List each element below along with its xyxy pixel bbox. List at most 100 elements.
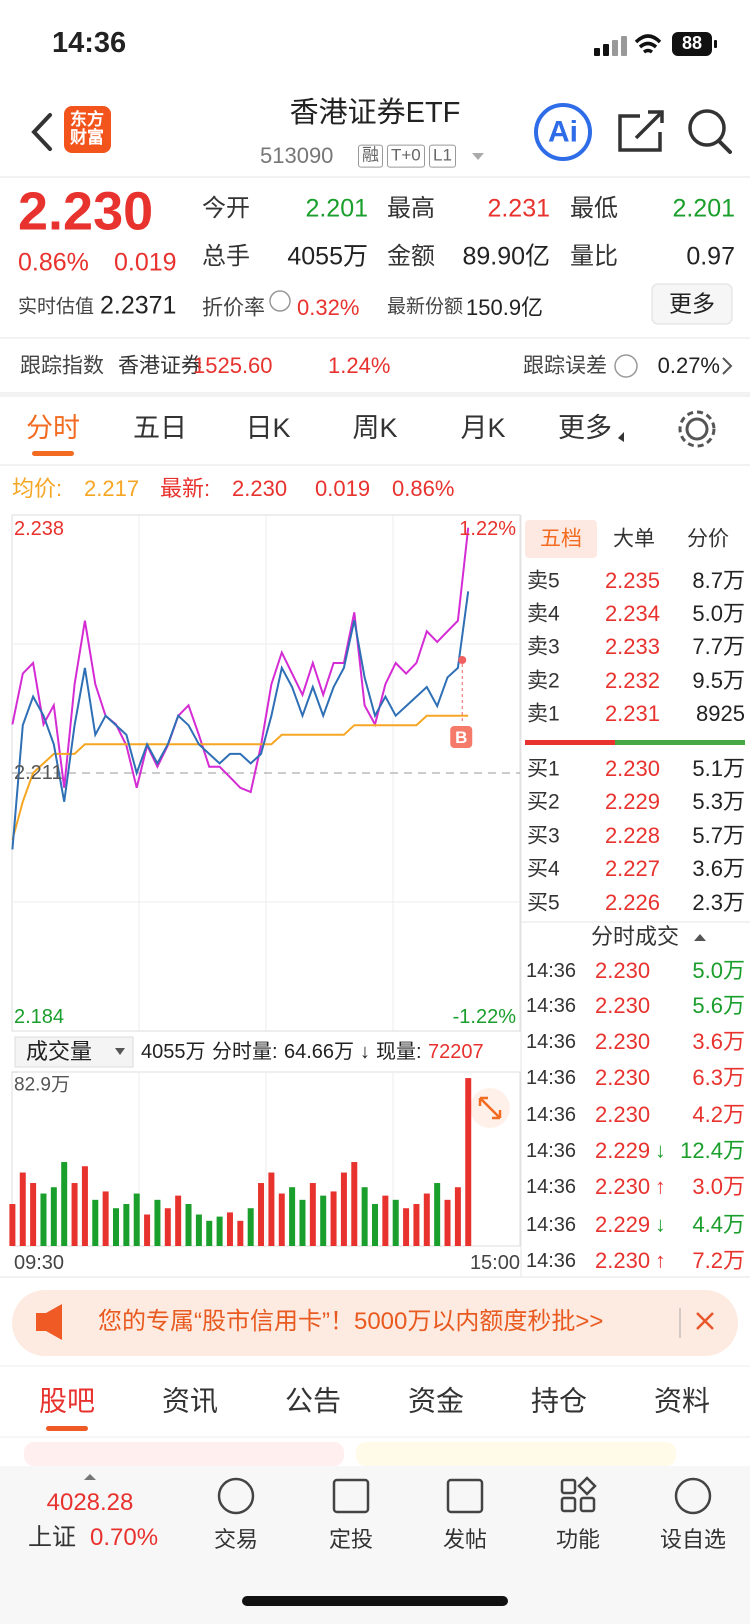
content-tab[interactable]: 资料 [653, 1385, 711, 1417]
volume-bar [237, 1220, 244, 1246]
volume-bar [61, 1162, 68, 1246]
y2-tick-label: -1.22% [452, 1006, 516, 1028]
volume-bar [299, 1199, 306, 1246]
volume-bar [81, 1166, 88, 1246]
volume-bar [226, 1212, 233, 1246]
tab[interactable]: 分时 [26, 413, 80, 444]
tab[interactable]: 月K [460, 413, 506, 444]
nav-item[interactable]: 设自选 [659, 1526, 727, 1552]
level-label: 卖3 [527, 635, 560, 659]
level-volume: 5.3万 [692, 788, 745, 814]
content-tab[interactable]: 股吧 [38, 1385, 96, 1417]
content-tab[interactable]: 公告 [284, 1385, 342, 1417]
trade-volume: 12.4万 [680, 1137, 745, 1163]
tab-underline [32, 451, 74, 456]
nav-item[interactable]: 定投 [328, 1526, 374, 1552]
wifi-icon [634, 34, 662, 54]
dropdown-icon[interactable] [472, 153, 484, 160]
banner[interactable] [12, 1290, 738, 1356]
level-price: 2.226 [604, 889, 660, 915]
volume-stat: 4055万 [141, 1041, 206, 1063]
tab[interactable]: 周K [352, 413, 398, 444]
series-line [11, 527, 470, 794]
battery-icon [672, 32, 712, 56]
trade-volume: 4.2万 [692, 1101, 745, 1127]
index-value: 1525.60 [193, 352, 273, 378]
tag: L1 [429, 144, 456, 168]
volume-selector-label[interactable]: 成交量 [26, 1038, 93, 1064]
level-volume: 5.7万 [692, 822, 745, 848]
level-volume: 3.6万 [692, 855, 745, 881]
trade-price: 2.230 [595, 1028, 651, 1054]
level-volume: 7.7万 [692, 633, 745, 659]
trade-time: 14:36 [526, 995, 577, 1017]
clock: 14:36 [52, 27, 127, 60]
back-icon[interactable] [31, 113, 52, 151]
level-price: 2.232 [604, 667, 660, 693]
volume-bar [133, 1193, 140, 1246]
shares-label: 最新份额 [387, 296, 464, 318]
share-icon[interactable] [618, 110, 664, 152]
volume-bar [102, 1191, 109, 1246]
volume-bar [372, 1204, 378, 1246]
ai-icon[interactable] [534, 103, 592, 161]
orderbook-tab[interactable]: 五档 [540, 527, 582, 551]
tag: T+0 [387, 144, 425, 168]
banner-text[interactable]: 您的专属“股市信用卡”！5000万以内额度秒批>> [98, 1307, 604, 1335]
ai-label[interactable]: Ai [548, 115, 578, 149]
info-icon[interactable] [269, 290, 291, 312]
volume-stat: 现量: [376, 1041, 422, 1063]
volume-bar [330, 1191, 337, 1246]
trade-arrow: ↓ [655, 1139, 666, 1163]
tag: 融 [358, 144, 383, 168]
search-icon[interactable] [688, 109, 726, 147]
battery-level: 88 [681, 33, 703, 54]
nav-index-value[interactable]: 4028.28 [46, 1488, 134, 1516]
tab[interactable]: 日K [245, 413, 291, 444]
more-button[interactable] [651, 283, 733, 325]
level-price: 2.228 [604, 822, 660, 848]
tab[interactable]: 五日 [133, 413, 187, 444]
card [24, 1442, 344, 1466]
field-value: 4055万 [287, 242, 368, 271]
content-tab[interactable]: 持仓 [530, 1385, 588, 1417]
trade-price: 2.230 [595, 1064, 651, 1090]
nav-item[interactable]: 交易 [213, 1526, 259, 1552]
more-label[interactable]: 更多 [669, 290, 715, 317]
level-price: 2.227 [604, 855, 660, 881]
level-volume: 8925 [696, 700, 745, 726]
x-label: 15:00 [469, 1252, 520, 1274]
volume-bar [19, 1172, 26, 1246]
volume-bar [113, 1208, 119, 1246]
volume-bar [195, 1214, 202, 1246]
legend-value: 0.86% [392, 475, 455, 501]
content-tab[interactable]: 资金 [407, 1385, 465, 1417]
volume-bar [413, 1204, 420, 1246]
content-tab[interactable]: 资讯 [161, 1385, 219, 1417]
close-icon[interactable] [696, 1312, 714, 1330]
settings-icon[interactable] [685, 417, 709, 441]
level-volume: 8.7万 [692, 567, 745, 593]
nav-item[interactable]: 功能 [555, 1526, 601, 1552]
level-label: 买4 [527, 857, 560, 881]
trade-volume: 3.0万 [692, 1173, 745, 1199]
legend-label: 最新: [160, 475, 211, 501]
volume-bar [164, 1208, 171, 1246]
volume-bar [268, 1172, 275, 1246]
y-tick-label: 2.238 [14, 518, 65, 540]
nav-item[interactable]: 发帖 [442, 1526, 488, 1552]
trade-volume: 7.2万 [692, 1247, 745, 1273]
volume-bar [71, 1183, 78, 1246]
sort-caret [694, 934, 706, 941]
volume-stat: 72207 [428, 1041, 484, 1063]
help-icon[interactable] [614, 354, 638, 378]
orderbook-tab[interactable]: 分价 [687, 527, 729, 551]
orderbook-tab[interactable]: 大单 [613, 527, 655, 551]
volume-selector[interactable] [14, 1036, 134, 1068]
level-label: 卖1 [527, 702, 560, 726]
tab[interactable]: 更多 [558, 413, 612, 444]
level-price: 2.235 [604, 567, 660, 593]
selector-caret [115, 1048, 125, 1055]
volume-stat: 分时量: [212, 1041, 278, 1063]
error-value: 0.27% [657, 352, 720, 378]
